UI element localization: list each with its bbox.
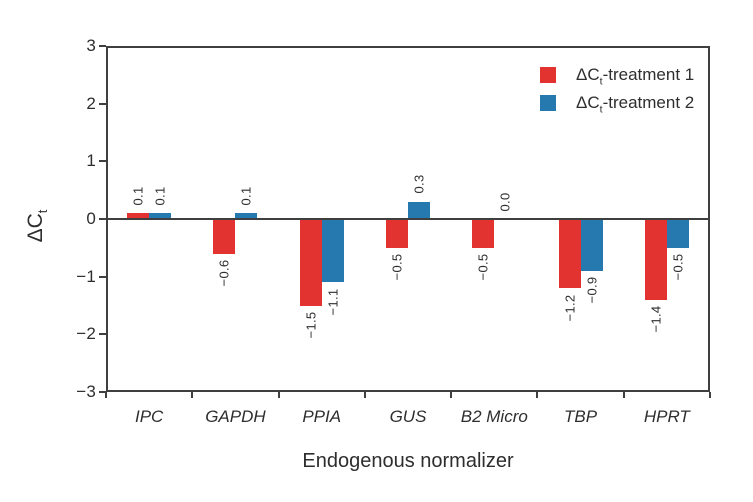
x-tick (277, 392, 280, 398)
y-tick-label: 0 (86, 209, 96, 228)
value-label: 0.1 (130, 186, 146, 206)
x-tick (363, 392, 366, 398)
x-category-label: GAPDH (205, 407, 266, 426)
y-tick (99, 275, 106, 278)
y-tick (99, 218, 106, 220)
bar-treatment2-gapdh (235, 213, 258, 219)
legend-entry-2: ΔCt-treatment 2 (540, 93, 695, 116)
y-tick-label: −1 (76, 266, 96, 286)
x-tick (622, 392, 625, 398)
y-tick (99, 45, 106, 47)
x-category-label: TBP (564, 407, 598, 426)
y-tick-label: −2 (76, 324, 96, 344)
y-tick-label: 3 (86, 36, 96, 55)
value-label: 0.0 (497, 192, 513, 211)
bar-treatment2-gus (408, 201, 430, 219)
value-label: −0.5 (389, 253, 405, 281)
zero-axis-line (106, 218, 710, 220)
bar-treatment2-tbp (580, 219, 603, 271)
y-tick (99, 160, 106, 163)
x-category-label: IPC (134, 407, 164, 426)
legend-swatch-blue (540, 95, 556, 111)
y-tick (99, 391, 106, 393)
bar-treatment2-ipc (149, 213, 172, 219)
value-label: −1.5 (303, 311, 319, 339)
y-tick-label: 1 (86, 151, 96, 171)
x-category-label: GUS (389, 407, 427, 426)
value-label: −0.5 (670, 253, 686, 281)
bar-treatment1-gus (386, 219, 408, 248)
value-label: 0.1 (238, 186, 254, 206)
bar-treatment1-ipc (127, 213, 150, 219)
y-tick-label: −3 (76, 382, 96, 401)
value-label: −0.5 (475, 253, 491, 281)
x-tick (450, 392, 453, 398)
bar-treatment1-tbp (558, 219, 581, 289)
bar-treatment2-hprt (666, 219, 689, 248)
x-tick (191, 392, 194, 398)
legend-label: ΔCt-treatment 2 (576, 93, 695, 116)
value-label: −1.1 (325, 288, 341, 316)
value-label: −1.2 (562, 294, 578, 322)
x-category-label: HPRT (643, 407, 690, 426)
value-label: 0.1 (152, 186, 168, 206)
x-tick (105, 392, 107, 398)
x-category-label: PPIA (302, 407, 342, 426)
bar-treatment2-ppia (321, 219, 344, 283)
x-tick (709, 392, 711, 398)
bar-treatment1-b2-micro (472, 219, 495, 248)
value-label: −1.4 (648, 305, 664, 333)
value-label: −0.9 (584, 276, 600, 304)
x-axis-title: Endogenous normalizer (302, 450, 514, 472)
y-tick (99, 102, 106, 105)
y-axis-title: ΔCt (24, 209, 51, 243)
value-label: 0.3 (411, 174, 427, 194)
legend-swatch-red (540, 67, 556, 83)
legend-entry-1: ΔCt-treatment 1 (540, 65, 695, 88)
bar-treatment1-hprt (644, 219, 667, 300)
x-tick (536, 392, 539, 398)
bar-treatment1-gapdh (213, 219, 236, 254)
x-category-label: B2 Micro (460, 407, 528, 426)
y-tick (99, 333, 106, 336)
bar-treatment1-ppia (299, 219, 322, 306)
value-label: −0.6 (216, 259, 232, 287)
legend-label: ΔCt-treatment 1 (576, 65, 695, 88)
y-tick-label: 2 (86, 93, 96, 113)
